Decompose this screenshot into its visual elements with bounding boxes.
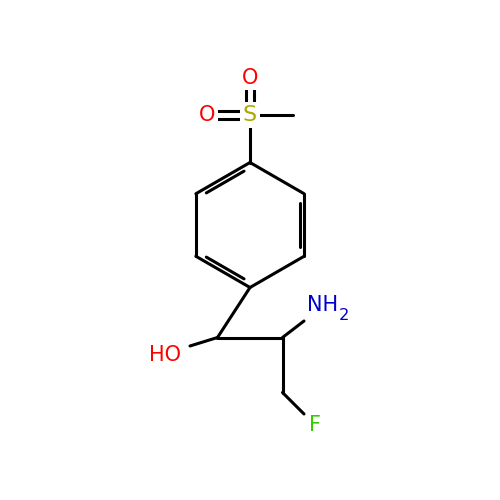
Text: HO: HO xyxy=(149,345,181,365)
Text: 2: 2 xyxy=(339,308,349,324)
Text: S: S xyxy=(243,105,257,125)
Text: O: O xyxy=(242,68,258,87)
Text: NH: NH xyxy=(307,295,338,315)
Text: O: O xyxy=(200,105,216,125)
Text: F: F xyxy=(309,415,321,435)
